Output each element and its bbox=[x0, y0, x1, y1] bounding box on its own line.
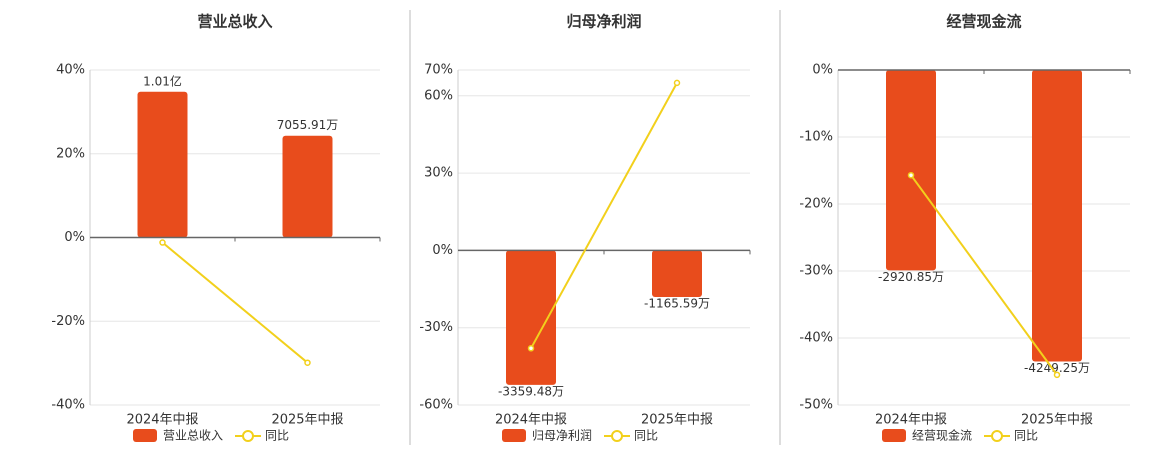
legend-label: 同比 bbox=[634, 429, 658, 443]
y-tick-label: -60% bbox=[419, 398, 453, 413]
line-marker bbox=[907, 171, 915, 179]
chart-title: 归母净利润 bbox=[566, 13, 641, 31]
bar-value-label: 7055.91万 bbox=[277, 118, 339, 132]
y-tick-label: 40% bbox=[56, 63, 85, 78]
bar bbox=[506, 250, 556, 385]
bar bbox=[886, 70, 936, 271]
legend-label: 同比 bbox=[265, 429, 289, 443]
y-tick-label: -20% bbox=[51, 314, 85, 329]
line bbox=[910, 174, 1058, 376]
bar bbox=[282, 135, 333, 238]
x-tick-label: 2025年中报 bbox=[271, 413, 343, 428]
legend-swatch bbox=[133, 429, 157, 442]
line bbox=[530, 82, 678, 349]
bar-value-label: -1165.59万 bbox=[644, 297, 710, 311]
legend-swatch bbox=[991, 430, 1003, 442]
line-marker bbox=[527, 345, 535, 352]
bar-value-label: -4249.25万 bbox=[1024, 361, 1090, 375]
legend-label: 同比 bbox=[1014, 429, 1038, 443]
y-tick-label: -40% bbox=[799, 331, 833, 346]
legend-label: 归母净利润 bbox=[532, 429, 592, 443]
y-tick-label: 60% bbox=[424, 88, 453, 103]
legend-label: 经营现金流 bbox=[912, 428, 972, 443]
x-tick-label: 2024年中报 bbox=[126, 413, 198, 428]
y-tick-label: 30% bbox=[424, 166, 453, 181]
bar-value-label: -3359.48万 bbox=[498, 384, 564, 398]
line-marker bbox=[673, 79, 681, 87]
x-tick-label: 2024年中报 bbox=[495, 413, 567, 428]
line bbox=[161, 241, 309, 364]
x-tick-label: 2025年中报 bbox=[1021, 413, 1093, 428]
legend-swatch bbox=[882, 429, 906, 442]
y-tick-label: -30% bbox=[799, 264, 833, 279]
line-marker bbox=[159, 239, 166, 246]
line-marker bbox=[304, 359, 311, 366]
y-tick-label: 20% bbox=[56, 146, 85, 161]
legend-swatch bbox=[242, 430, 254, 442]
y-tick-label: 0% bbox=[432, 243, 453, 258]
bar-value-label: -2920.85万 bbox=[878, 270, 944, 284]
legend-swatch bbox=[502, 429, 526, 442]
legend-swatch bbox=[611, 430, 623, 442]
y-tick-label: -30% bbox=[419, 320, 453, 335]
y-tick-label: -40% bbox=[51, 398, 85, 413]
y-tick-label: -10% bbox=[799, 130, 833, 145]
y-tick-label: -20% bbox=[799, 197, 833, 212]
bar bbox=[1032, 70, 1082, 362]
y-tick-label: 0% bbox=[64, 230, 85, 245]
y-tick-label: 0% bbox=[812, 63, 833, 78]
line-marker bbox=[1053, 371, 1061, 379]
chart-title: 经营现金流 bbox=[946, 13, 1021, 31]
x-tick-label: 2024年中报 bbox=[875, 413, 947, 428]
y-tick-label: 70% bbox=[424, 63, 453, 78]
bar bbox=[137, 91, 188, 238]
legend-label: 营业总收入 bbox=[163, 429, 223, 443]
bar-value-label: 1.01亿 bbox=[143, 73, 182, 88]
x-tick-label: 2025年中报 bbox=[641, 413, 713, 428]
chart-title: 营业总收入 bbox=[197, 13, 272, 31]
y-tick-label: -50% bbox=[799, 398, 833, 413]
bar bbox=[652, 250, 702, 298]
